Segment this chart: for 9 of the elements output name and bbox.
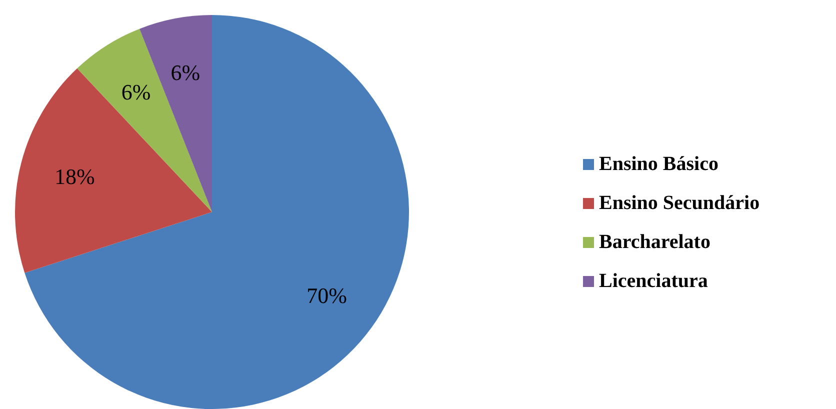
legend-label: Barcharelato bbox=[599, 231, 710, 254]
data-label: 18% bbox=[54, 164, 95, 190]
data-label: 70% bbox=[306, 282, 347, 308]
legend-label: Ensino Básico bbox=[599, 153, 718, 176]
legend-label: Ensino Secundário bbox=[599, 192, 760, 215]
data-label: 6% bbox=[121, 80, 151, 105]
pie-slice bbox=[24, 15, 409, 409]
data-label: 6% bbox=[170, 60, 200, 86]
legend-label: Licenciatura bbox=[599, 270, 708, 293]
